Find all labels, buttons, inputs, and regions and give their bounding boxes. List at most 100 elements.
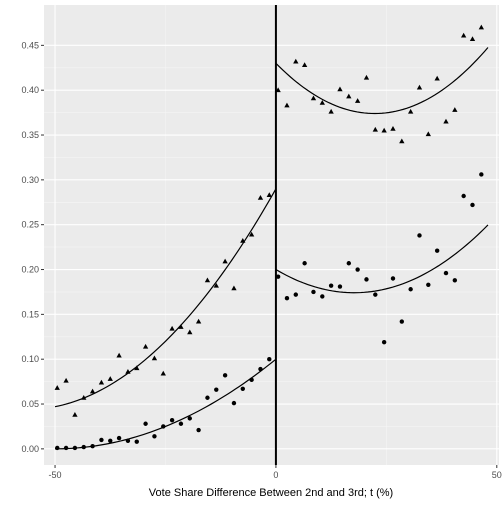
circle-point	[187, 416, 192, 421]
y-axis: 0.00 0.05 0.10 0.15 0.20 0.25 0.30 0.35 0.40 0.45	[21, 40, 44, 454]
x-axis-title: Vote Share Difference Between 2nd and 3r…	[149, 487, 393, 499]
triangle-point	[54, 385, 60, 390]
fit-curve-triangle-left	[54, 188, 277, 408]
y-tick-label: 0.20	[21, 265, 39, 275]
circle-point	[214, 387, 219, 392]
x-tick-label: 0	[273, 470, 278, 480]
triangle-point	[160, 370, 166, 376]
circle-point	[461, 193, 466, 199]
circle-point	[399, 319, 405, 324]
minor-gridlines	[44, 5, 499, 465]
triangle-point	[98, 379, 105, 385]
triangle-point	[399, 138, 405, 144]
circle-point	[434, 248, 440, 253]
triangle-point	[469, 36, 476, 42]
fit-curve-triangle-right	[275, 47, 489, 115]
x-axis: -50 0 50	[49, 465, 502, 480]
triangle-point	[134, 365, 140, 371]
triangle-point	[407, 108, 414, 114]
triangle-point	[204, 277, 211, 283]
circle-point	[72, 445, 78, 451]
circle-point	[355, 267, 360, 272]
triangle-point	[354, 98, 361, 103]
circle-point	[417, 233, 422, 238]
circle-point	[161, 424, 166, 429]
triangle-point	[425, 131, 431, 137]
circle-point	[99, 437, 104, 443]
y-tick-label: 0.35	[21, 130, 39, 140]
circle-point	[452, 278, 458, 283]
circle-point	[258, 366, 263, 372]
x-tick-label: -50	[49, 470, 62, 480]
triangle-point	[328, 108, 334, 114]
triangle-point	[319, 99, 325, 105]
triangle-point	[478, 24, 484, 30]
circle-point	[222, 373, 228, 378]
triangle-point	[187, 329, 193, 335]
triangle-point	[222, 258, 228, 264]
triangle-point	[240, 238, 246, 243]
triangle-point	[169, 325, 175, 331]
circle-point	[426, 282, 431, 287]
circle-point	[479, 172, 484, 177]
x-tick-label: 50	[492, 470, 502, 480]
circle-point	[205, 395, 210, 400]
triangle-point	[63, 377, 69, 383]
triangle-point	[266, 192, 272, 198]
circle-point	[364, 277, 369, 282]
circle-point	[408, 287, 413, 292]
circle-point	[284, 296, 290, 301]
triangle-point	[443, 118, 449, 124]
y-tick-label: 0.10	[21, 354, 39, 364]
circle-point	[240, 386, 245, 391]
circle-point	[81, 444, 86, 450]
triangle-point	[107, 376, 113, 381]
circle-point	[470, 202, 475, 208]
circle-point	[134, 439, 139, 444]
triangle-point	[337, 86, 343, 92]
triangle-point	[195, 318, 202, 324]
circle-point	[275, 274, 281, 279]
triangle-point	[213, 282, 219, 288]
triangle-point	[363, 74, 370, 80]
circle-point	[169, 417, 175, 423]
data-points	[54, 24, 484, 451]
triangle-point	[125, 368, 131, 374]
circle-point	[267, 356, 272, 362]
circle-point	[302, 261, 307, 266]
circle-point	[125, 438, 131, 443]
circle-point	[443, 270, 449, 276]
triangle-point	[231, 285, 237, 291]
circle-point	[231, 400, 237, 406]
circle-point	[311, 289, 316, 295]
triangle-point	[301, 62, 308, 68]
circle-point	[108, 438, 113, 443]
circle-point	[320, 294, 325, 299]
plot-panel	[44, 5, 499, 465]
y-tick-label: 0.15	[21, 309, 39, 319]
circle-point	[346, 261, 352, 266]
circle-point	[381, 339, 387, 345]
triangle-point	[178, 324, 184, 329]
y-tick-label: 0.40	[21, 85, 39, 95]
circle-point	[143, 421, 148, 426]
circle-point	[373, 292, 378, 297]
triangle-point	[434, 75, 440, 81]
triangle-point	[257, 194, 264, 200]
circle-point	[55, 445, 60, 451]
fit-curve-circle-right	[275, 224, 489, 294]
circle-point	[116, 435, 122, 441]
triangle-point	[346, 93, 352, 99]
triangle-point	[248, 231, 255, 237]
circle-point	[328, 283, 334, 288]
circle-point	[293, 292, 298, 297]
triangle-point	[461, 32, 467, 38]
y-tick-label: 0.05	[21, 399, 39, 409]
triangle-point	[72, 411, 78, 417]
triangle-point	[89, 388, 96, 394]
triangle-point	[390, 125, 396, 131]
circle-point	[249, 377, 254, 383]
circle-point	[196, 427, 201, 433]
